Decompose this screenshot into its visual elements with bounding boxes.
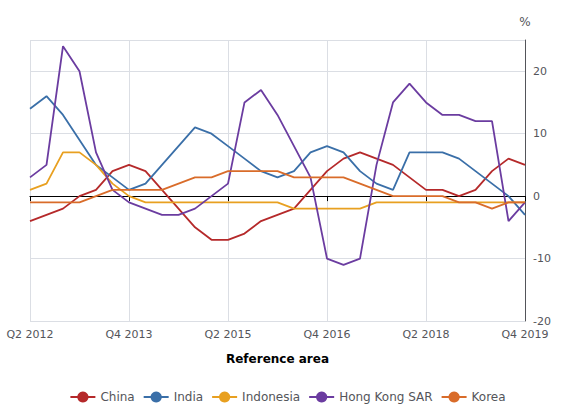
svg-text:Indonesia: Indonesia xyxy=(242,390,300,404)
svg-text:0: 0 xyxy=(533,190,540,203)
svg-text:%: % xyxy=(519,15,530,29)
svg-text:Q4 2019: Q4 2019 xyxy=(501,328,548,341)
svg-text:-20: -20 xyxy=(533,315,551,328)
svg-text:Reference area: Reference area xyxy=(226,352,329,366)
svg-text:Q2 2018: Q2 2018 xyxy=(402,328,449,341)
svg-text:Q2 2015: Q2 2015 xyxy=(204,328,251,341)
svg-text:Q4 2013: Q4 2013 xyxy=(105,328,152,341)
svg-text:Q4 2016: Q4 2016 xyxy=(303,328,350,341)
svg-text:India: India xyxy=(174,390,203,404)
svg-text:China: China xyxy=(100,390,134,404)
svg-text:20: 20 xyxy=(533,65,547,78)
svg-text:Korea: Korea xyxy=(472,390,506,404)
svg-text:Hong Kong SAR: Hong Kong SAR xyxy=(339,390,432,404)
svg-text:-10: -10 xyxy=(533,252,551,265)
svg-text:10: 10 xyxy=(533,127,547,140)
svg-text:Q2 2012: Q2 2012 xyxy=(6,328,53,341)
